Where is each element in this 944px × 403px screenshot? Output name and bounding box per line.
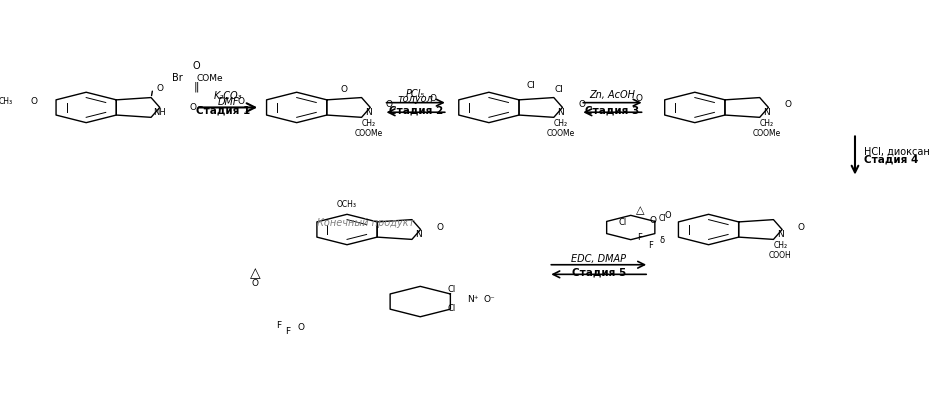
Text: CH₂: CH₂ [362, 119, 375, 128]
Text: Cl: Cl [553, 85, 563, 94]
Text: N: N [776, 230, 783, 239]
Text: Cl: Cl [617, 218, 626, 227]
Text: Cl: Cl [658, 214, 666, 223]
Text: O: O [341, 85, 347, 94]
Text: Конечный продукт: Конечный продукт [316, 218, 413, 228]
Text: N: N [364, 108, 372, 117]
Text: O: O [385, 100, 393, 110]
Text: NH: NH [153, 108, 166, 117]
Text: F: F [648, 241, 652, 250]
Text: Стадия 2: Стадия 2 [388, 106, 443, 115]
Text: δ: δ [659, 236, 664, 245]
Text: HCl, диоксан: HCl, диоксан [863, 146, 929, 156]
Text: O: O [237, 97, 244, 106]
Text: OCH₃: OCH₃ [337, 200, 357, 209]
Text: △: △ [635, 205, 644, 215]
Text: PCl₅: PCl₅ [406, 89, 425, 100]
Text: O: O [430, 94, 436, 103]
Text: O: O [192, 61, 199, 71]
Text: CH₂: CH₂ [553, 119, 567, 128]
Text: O: O [436, 222, 443, 231]
Text: O: O [797, 222, 804, 231]
Text: COOH: COOH [768, 251, 791, 260]
Text: O: O [649, 216, 656, 225]
Text: N: N [415, 230, 422, 239]
Text: O⁻: O⁻ [483, 295, 496, 303]
Text: F: F [285, 326, 290, 336]
Text: N: N [763, 108, 769, 117]
Text: COOMe: COOMe [354, 129, 382, 138]
Text: толуол: толуол [397, 94, 433, 104]
Text: F: F [276, 320, 280, 330]
Text: O: O [189, 103, 196, 112]
Text: O: O [30, 97, 38, 106]
Text: Стадия 1: Стадия 1 [196, 106, 250, 115]
Text: F: F [637, 233, 642, 242]
Text: O: O [784, 100, 790, 110]
Text: COMe: COMe [196, 75, 223, 83]
Text: K₂CO₃: K₂CO₃ [213, 91, 242, 102]
Text: ‖: ‖ [194, 81, 198, 92]
Text: COOMe: COOMe [751, 129, 780, 138]
Text: CH₂: CH₂ [759, 119, 773, 128]
Text: O: O [252, 279, 259, 288]
Text: DMF: DMF [217, 98, 239, 108]
Text: O: O [664, 210, 670, 220]
Text: Cl: Cl [526, 81, 534, 90]
Text: △: △ [250, 266, 261, 280]
Text: O: O [297, 322, 304, 332]
Text: COOMe: COOMe [546, 129, 574, 138]
Text: Br: Br [172, 73, 183, 83]
Text: O: O [635, 94, 642, 103]
Text: EDC, DMAP: EDC, DMAP [570, 253, 626, 264]
Text: CH₃: CH₃ [0, 97, 13, 106]
Text: Cl: Cl [447, 285, 455, 295]
Text: Cl: Cl [447, 304, 455, 313]
Text: Стадия 4: Стадия 4 [863, 154, 918, 164]
Text: N: N [557, 108, 564, 117]
Text: Zn, AcOH: Zn, AcOH [589, 90, 634, 100]
Text: N⁺: N⁺ [466, 295, 478, 303]
Text: O: O [156, 84, 163, 93]
Text: Стадия 3: Стадия 3 [584, 106, 639, 115]
Text: Стадия 5: Стадия 5 [571, 268, 625, 278]
Text: O: O [578, 100, 584, 110]
Text: CH₂: CH₂ [772, 241, 786, 250]
